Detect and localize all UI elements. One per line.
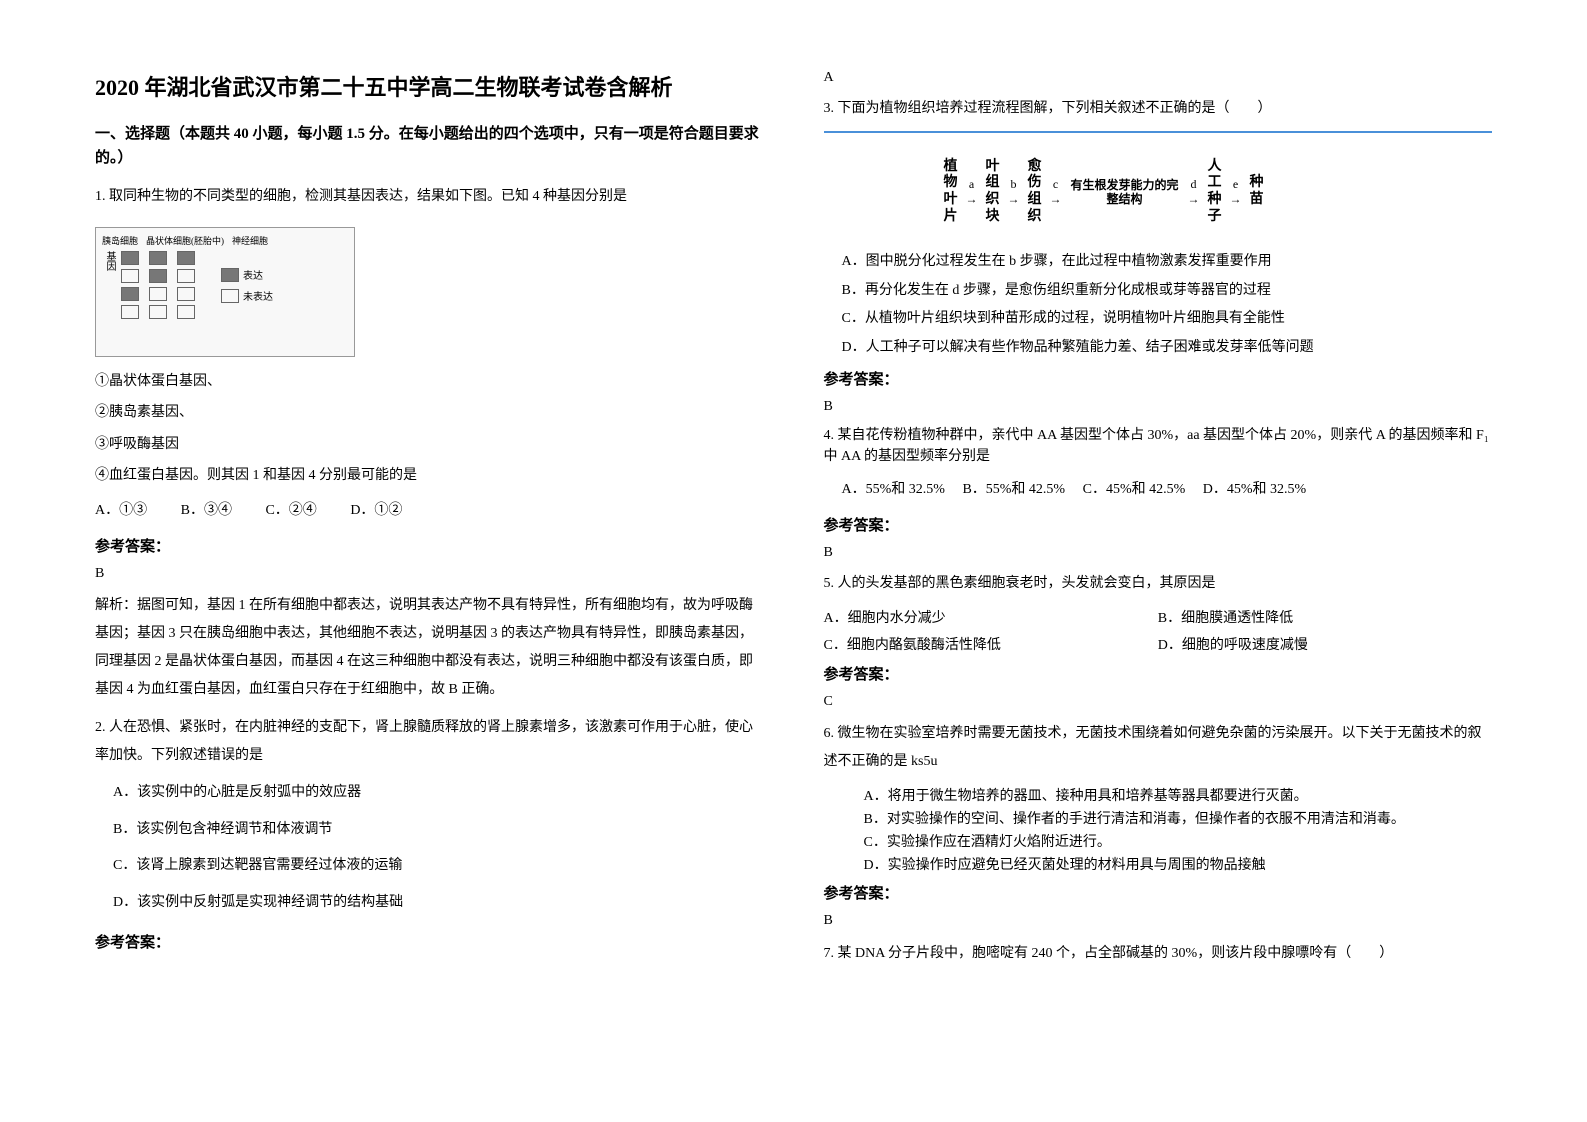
q4-stem: 4. 某自花传粉植物种群中，亲代中 AA 基因型个体占 30%，aa 基因型个体… xyxy=(824,425,1493,467)
flow-node-2: 叶组织块 xyxy=(986,159,1000,226)
gene-cell xyxy=(149,251,167,265)
q6-stem: 6. 微生物在实验室培养时需要无菌技术，无菌技术围绕着如何避免杂菌的污染展开。以… xyxy=(824,720,1493,776)
gene-cell xyxy=(177,251,195,265)
q3-answer-label: 参考答案： xyxy=(824,368,1493,389)
gene-cell xyxy=(177,269,195,283)
q5-opt-b: B．细胞膜通透性降低 xyxy=(1158,606,1492,633)
q6-opt-a: A．将用于微生物培养的器皿、接种用具和培养基等器具都要进行灭菌。 xyxy=(824,786,1493,807)
q3-opt-b: B．再分化发生在 d 步骤，是愈伤组织重新分化成根或芽等器官的过程 xyxy=(824,278,1493,305)
q1-item-4: ④血红蛋白基因。则其因 1 和基因 4 分别最可能的是 xyxy=(95,463,764,488)
q6-opt-d: D．实验操作时应避免已经灭菌处理的材料用具与周围的物品接触 xyxy=(824,855,1493,876)
section-heading: 一、选择题（本题共 40 小题，每小题 1.5 分。在每小题给出的四个选项中，只… xyxy=(95,122,764,170)
q1-opt-d: D．①② xyxy=(350,503,402,518)
q1-explanation: 解析：据图可知，基因 1 在所有细胞中都表达，说明其表达产物不具有特异性，所有细… xyxy=(95,592,764,704)
divider-line xyxy=(824,131,1493,133)
q6-answer-label: 参考答案： xyxy=(824,882,1493,903)
q6-opt-b: B．对实验操作的空间、操作者的手进行清洁和消毒，但操作者的衣服不用清洁和消毒。 xyxy=(824,809,1493,830)
q1-stem: 1. 取同种生物的不同类型的细胞，检测其基因表达，结果如下图。已知 4 种基因分… xyxy=(95,184,764,209)
flow-node-6: 种苗 xyxy=(1250,175,1264,209)
page-title: 2020 年湖北省武汉市第二十五中学高二生物联考试卷含解析 xyxy=(95,70,764,102)
q4-options: A．55%和 32.5% B．55%和 42.5% C．45%和 42.5% D… xyxy=(824,477,1493,502)
q5-stem: 5. 人的头发基部的黑色素细胞衰老时，头发就会变白，其原因是 xyxy=(824,571,1493,596)
right-column: A 3. 下面为植物组织培养过程流程图解，下列相关叙述不正确的是（ ） 植物叶片… xyxy=(824,70,1493,1052)
q4-opt-a: A．55%和 32.5% xyxy=(842,482,945,497)
q3-stem: 3. 下面为植物组织培养过程流程图解，下列相关叙述不正确的是（ ） xyxy=(824,96,1493,121)
q3-opt-d: D．人工种子可以解决有些作物品种繁殖能力差、结子困难或发芽率低等问题 xyxy=(824,335,1493,362)
q4-opt-c: C．45%和 42.5% xyxy=(1083,482,1186,497)
gene-cell xyxy=(177,287,195,301)
q3-opt-c: C．从植物叶片组织块到种苗形成的过程，说明植物叶片细胞具有全能性 xyxy=(824,306,1493,333)
q4-answer: B xyxy=(824,545,1493,561)
flow-node-1: 植物叶片 xyxy=(944,159,958,226)
flow-label-a: a xyxy=(969,177,974,192)
q5-answer: C xyxy=(824,694,1493,710)
gene-cell xyxy=(121,305,139,319)
q6-answer: B xyxy=(824,913,1493,929)
gene-cell xyxy=(121,251,139,265)
flow-node-3: 愈伤组织 xyxy=(1028,159,1042,226)
q2-opt-d: D．该实例中反射弧是实现神经调节的结构基础 xyxy=(95,890,764,917)
gene-cell xyxy=(177,305,195,319)
q1-item-1: ①晶状体蛋白基因、 xyxy=(95,369,764,394)
flow-label-d: d xyxy=(1191,177,1197,192)
gene-cell xyxy=(149,269,167,283)
left-column: 2020 年湖北省武汉市第二十五中学高二生物联考试卷含解析 一、选择题（本题共 … xyxy=(95,70,764,1052)
q1-opt-a: A．①③ xyxy=(95,503,147,518)
diagram-col3: 神经细胞 xyxy=(232,234,268,247)
q3-answer: B xyxy=(824,399,1493,415)
gene-cell xyxy=(149,305,167,319)
q6-opt-c: C．实验操作应在酒精灯火焰附近进行。 xyxy=(824,832,1493,853)
q2-answer: A xyxy=(824,70,1493,86)
q5-options-row2: C．细胞内酪氨酸酶活性降低 D．细胞的呼吸速度减慢 xyxy=(824,633,1493,660)
q1-opt-c: C．②④ xyxy=(265,503,316,518)
q5-opt-c: C．细胞内酪氨酸酶活性降低 xyxy=(824,633,1158,660)
legend-swatch xyxy=(221,268,239,282)
q1-answer-label: 参考答案： xyxy=(95,535,764,556)
legend-not: 未表达 xyxy=(243,288,273,303)
q2-stem: 2. 人在恐惧、紧张时，在内脏神经的支配下，肾上腺髓质释放的肾上腺素增多，该激素… xyxy=(95,714,764,770)
q2-opt-b: B．该实例包含神经调节和体液调节 xyxy=(95,817,764,844)
legend-expressed: 表达 xyxy=(243,267,263,282)
q4-opt-d: D．45%和 32.5% xyxy=(1203,482,1306,497)
flow-node-4: 有生根发芽能力的完整结构 xyxy=(1070,178,1180,207)
q3-opt-a: A．图中脱分化过程发生在 b 步骤，在此过程中植物激素发挥重要作用 xyxy=(824,249,1493,276)
q2-answer-label: 参考答案： xyxy=(95,931,764,952)
q4-opt-b: B．55%和 42.5% xyxy=(962,482,1065,497)
q1-answer: B xyxy=(95,566,764,582)
q1-item-2: ②胰岛素基因、 xyxy=(95,400,764,425)
q5-opt-d: D．细胞的呼吸速度减慢 xyxy=(1158,633,1492,660)
q2-opt-a: A．该实例中的心脏是反射弧中的效应器 xyxy=(95,780,764,807)
flow-label-c: c xyxy=(1053,177,1058,192)
flow-label-b: b xyxy=(1011,177,1017,192)
gene-cell xyxy=(121,287,139,301)
diagram-col2: 晶状体细胞(胚胎中) xyxy=(146,234,224,247)
q1-gene-diagram: 胰岛细胞 晶状体细胞(胚胎中) 神经细胞 基因 表达 xyxy=(95,227,355,357)
q1-opt-b: B．③④ xyxy=(181,503,232,518)
q5-options-row1: A．细胞内水分减少 B．细胞膜通透性降低 xyxy=(824,606,1493,633)
q3-flow-diagram: 植物叶片 a→ 叶组织块 b→ 愈伤组织 c→ 有生根发芽能力的完整结构 d→ … xyxy=(824,147,1384,237)
flow-node-5: 人工种子 xyxy=(1208,159,1222,226)
flow-label-e: e xyxy=(1233,177,1238,192)
q5-opt-a: A．细胞内水分减少 xyxy=(824,606,1158,633)
q5-answer-label: 参考答案： xyxy=(824,663,1493,684)
legend-swatch xyxy=(221,289,239,303)
diagram-col1: 胰岛细胞 xyxy=(102,234,138,247)
q7-stem: 7. 某 DNA 分子片段中，胞嘧啶有 240 个，占全部碱基的 30%，则该片… xyxy=(824,939,1493,970)
q4-answer-label: 参考答案： xyxy=(824,514,1493,535)
gene-cell xyxy=(149,287,167,301)
q1-options: A．①③ B．③④ C．②④ D．①② xyxy=(95,498,764,523)
diagram-row-label: 基因 xyxy=(102,251,117,319)
gene-cell xyxy=(121,269,139,283)
q1-item-3: ③呼吸酶基因 xyxy=(95,432,764,457)
q2-opt-c: C．该肾上腺素到达靶器官需要经过体液的运输 xyxy=(95,853,764,880)
